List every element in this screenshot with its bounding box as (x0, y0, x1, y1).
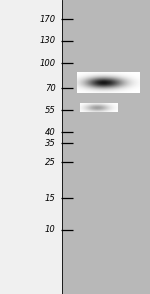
Text: 170: 170 (39, 15, 56, 24)
Bar (62, 0, 150, 294)
Text: 15: 15 (45, 194, 56, 203)
Text: 40: 40 (45, 128, 56, 137)
Text: 25: 25 (45, 158, 56, 167)
Text: 55: 55 (45, 106, 56, 115)
Text: 70: 70 (45, 84, 56, 93)
Text: 130: 130 (39, 36, 56, 45)
Text: 10: 10 (45, 225, 56, 234)
Text: 35: 35 (45, 139, 56, 148)
Text: 100: 100 (39, 59, 56, 68)
